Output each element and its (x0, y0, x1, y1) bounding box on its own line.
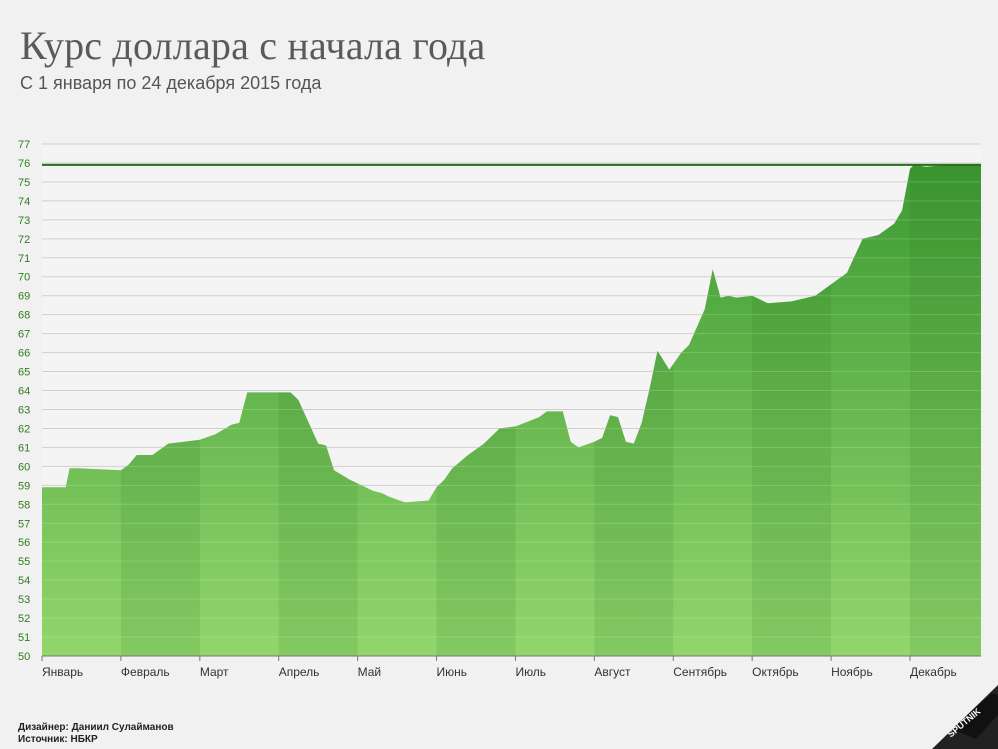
x-tick-label: Март (200, 665, 229, 679)
y-axis: 50 51 52 53 54 55 56 57 58 59 60 61 62 63 64 65 66 67 68 69… (18, 139, 30, 663)
month-band (909, 164, 981, 656)
designer-credit: Дизайнер: Даниил Сулайманов (18, 722, 174, 733)
x-tick-label: Июль (515, 665, 546, 679)
exchange-rate-chart: 50 51 52 53 54 55 56 57 58 59 60 61 62 63 64 65 66 67 68 69… (18, 139, 981, 679)
x-tick-label: Декабрь (910, 665, 957, 679)
y-tick-label: 74 (18, 196, 30, 208)
y-tick-label: 58 (18, 499, 30, 511)
x-tick-label: Апрель (279, 665, 320, 679)
y-tick-label: 54 (18, 575, 30, 587)
y-tick-label: 68 (18, 310, 30, 322)
sputnik-logo: SPUTNIK (932, 685, 998, 749)
y-tick-label: 55 (18, 556, 30, 568)
y-tick-label: 56 (18, 537, 30, 549)
y-tick-label: 65 (18, 367, 30, 379)
x-tick-label: Январь (42, 665, 83, 679)
x-tick-label: Февраль (121, 665, 170, 679)
y-tick-label: 63 (18, 404, 30, 416)
reference-line (42, 163, 981, 657)
y-tick-label: 75 (18, 177, 30, 189)
x-axis: Январь Февраль Март Апрель Май Июнь Июль Август… (41, 656, 957, 679)
y-tick-label: 77 (18, 139, 30, 151)
y-tick-label: 73 (18, 215, 30, 227)
y-tick-label: 64 (18, 386, 30, 398)
y-tick-label: 72 (18, 234, 30, 246)
y-tick-label: 59 (18, 480, 30, 492)
y-tick-label: 69 (18, 291, 30, 303)
y-tick-label: 51 (18, 632, 30, 644)
y-tick-label: 50 (18, 651, 30, 663)
y-tick-label: 60 (18, 461, 30, 473)
y-tick-label: 57 (18, 518, 30, 530)
x-tick-label: Октябрь (752, 665, 799, 679)
y-tick-label: 67 (18, 329, 30, 341)
y-tick-label: 62 (18, 423, 30, 435)
page-title: Курс доллара с начала года (20, 23, 486, 68)
y-tick-label: 70 (18, 272, 30, 284)
y-tick-label: 66 (18, 348, 30, 360)
y-tick-label: 61 (18, 442, 30, 454)
y-tick-label: 76 (18, 158, 30, 170)
x-tick-label: Сентябрь (673, 665, 727, 679)
page-subtitle: С 1 января по 24 декабря 2015 года (20, 73, 322, 93)
y-tick-label: 71 (18, 253, 30, 265)
source-credit: Источник: НБКР (18, 734, 98, 745)
x-tick-label: Июнь (437, 665, 468, 679)
y-tick-label: 52 (18, 613, 30, 625)
credits: Дизайнер: Даниил Сулайманов Источник: НБ… (18, 722, 174, 746)
x-tick-label: Август (594, 665, 631, 679)
series-area (42, 164, 981, 656)
x-tick-label: Ноябрь (831, 665, 873, 679)
y-tick-label: 53 (18, 594, 30, 606)
x-tick-label: Май (358, 665, 382, 679)
